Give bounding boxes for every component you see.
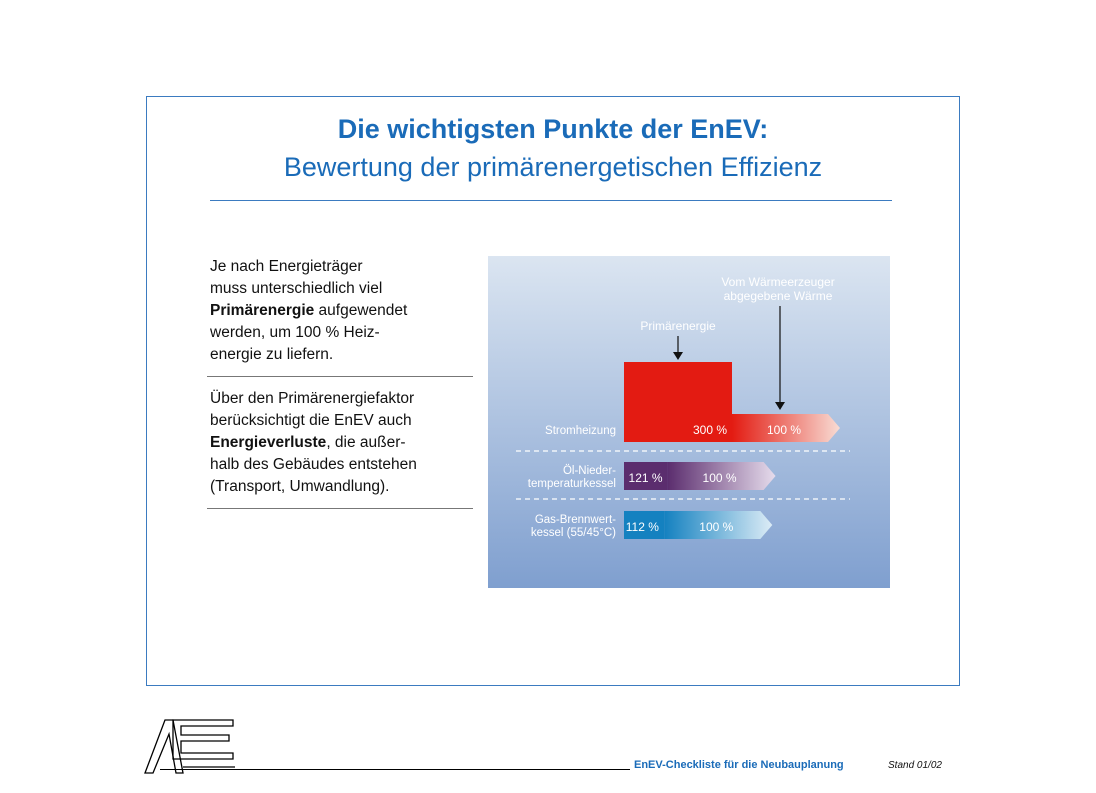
text-line: berücksichtigt die EnEV auch — [210, 412, 412, 429]
text-line: Je nach Energieträger — [210, 258, 363, 275]
category-label: Öl-Nieder- — [563, 465, 616, 477]
footer-rule — [160, 769, 630, 770]
page-title: Die wichtigsten Punkte der EnEV: — [337, 114, 769, 144]
primary-value-label: 121 % — [629, 471, 663, 485]
paragraph-divider — [207, 376, 473, 377]
annotation-label: Primärenergie — [640, 319, 716, 333]
text-block-energy-losses: Über den Primärenergiefaktor berücksicht… — [210, 388, 472, 498]
emphasis: Energieverluste — [210, 434, 327, 451]
chart-svg: 300 % 100 % Stromheizung 121 % 100 % Öl-Niede… — [488, 256, 890, 588]
heat-output-bar — [664, 511, 773, 539]
category-label: temperaturkessel — [528, 478, 616, 490]
heat-value-label: 100 % — [767, 423, 801, 437]
primary-energy-bar — [624, 462, 668, 490]
heat-output-bar — [732, 414, 840, 442]
category-label: kessel (55/45°C) — [531, 527, 616, 539]
primary-value-label: 300 % — [693, 423, 727, 437]
company-logo — [144, 719, 235, 774]
primary-energy-bar — [624, 362, 732, 442]
annotation-arrowhead — [775, 402, 785, 410]
emphasis: Primärenergie — [210, 302, 315, 319]
heat-value-label: 100 % — [703, 471, 737, 485]
paragraph-divider — [207, 508, 473, 509]
text-line: muss unterschiedlich viel — [210, 280, 383, 297]
text-line: werden, um 100 % Heiz- — [210, 324, 380, 341]
annotation-label: abgegebene Wärme — [724, 289, 833, 303]
primary-value-label: 112 % — [626, 520, 659, 534]
text-fragment: , die außer- — [326, 434, 406, 451]
slide-frame — [146, 96, 960, 686]
annotation-arrowhead — [673, 352, 683, 360]
text-line: Primärenergie aufgewendet — [210, 300, 472, 322]
text-line: Über den Primärenergiefaktor — [210, 390, 415, 407]
text-line: halb des Gebäudes entstehen — [210, 456, 417, 473]
text-line: (Transport, Umwandlung). — [210, 478, 390, 495]
text-block-energy-demand: Je nach Energieträger muss unterschiedli… — [210, 256, 472, 366]
text-line: Energieverluste, die außer- — [210, 432, 472, 454]
annotation-label: Vom Wärmeerzeuger — [721, 275, 834, 289]
category-label: Gas-Brennwert- — [535, 514, 616, 526]
title-divider — [210, 200, 892, 201]
primary-energy-bar — [624, 511, 665, 539]
text-fragment: aufgewendet — [314, 302, 408, 319]
heat-value-label: 100 % — [699, 520, 733, 534]
page-subtitle: Bewertung der primärenergetischen Effizi… — [283, 152, 823, 182]
text-line: energie zu liefern. — [210, 346, 334, 363]
primary-energy-chart: 300 % 100 % Stromheizung 121 % 100 % Öl-Niede… — [488, 256, 890, 588]
footer-title: EnEV-Checkliste für die Neubauplanung — [634, 759, 844, 771]
footer-stand: Stand 01/02 — [888, 760, 942, 771]
category-label: Stromheizung — [545, 425, 616, 437]
heat-output-bar — [667, 462, 776, 490]
